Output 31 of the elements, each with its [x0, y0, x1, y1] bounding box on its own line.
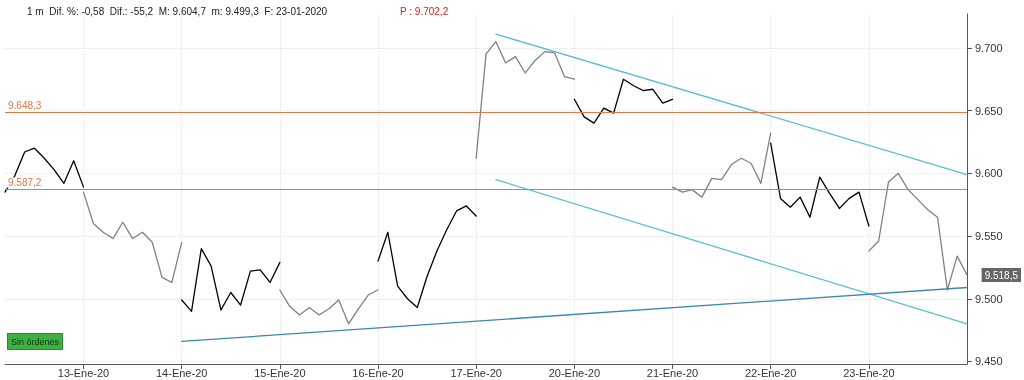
- x-tick-label: 20-Ene-20: [548, 366, 601, 379]
- y-tick-label: 9.550: [975, 230, 1003, 243]
- annotation: Sin órdenes: [11, 336, 60, 347]
- y-tick-label: 9.600: [975, 167, 1003, 180]
- line-series: [671, 132, 772, 198]
- ref-line-label: 9.587,2: [8, 176, 42, 188]
- x-tick-label: 22-Ene-20: [744, 366, 797, 379]
- line-series: [82, 191, 183, 284]
- y-tick-label: 9.500: [975, 292, 1003, 305]
- x-tick-label: 13-Ene-20: [57, 366, 110, 379]
- line-series: [868, 172, 968, 291]
- line-series: [4, 147, 85, 193]
- line-series: [770, 142, 870, 227]
- line-series: [475, 40, 575, 159]
- line-series: [573, 78, 674, 124]
- line-series: [377, 205, 477, 309]
- x-tick-label: 21-Ene-20: [646, 366, 699, 379]
- ref-line-label: 9.648,3: [8, 100, 42, 112]
- x-tick-label: 17-Ene-20: [450, 366, 502, 379]
- y-tick-label: 9.650: [975, 104, 1003, 117]
- line-series: [279, 289, 379, 325]
- x-tick-label: 15-Ene-20: [254, 366, 306, 379]
- x-tick-label: 23-Ene-20: [843, 366, 895, 379]
- y-tick-label: 9.450: [975, 355, 1003, 368]
- chart-subtitle: P : 9.702,2: [400, 5, 449, 17]
- line-series: [181, 247, 281, 312]
- y-tick-label: 9.700: [975, 41, 1003, 54]
- chart-title: 1 m Dif. %: -0,58 Dif.: -55,2 M: 9.604,7 m: 9.499,3 F: 23-01-2020: [27, 5, 328, 17]
- x-tick-label: 14-Ene-20: [156, 366, 208, 379]
- x-tick-label: 16-Ene-20: [352, 366, 404, 379]
- text: 9.518,5: [984, 269, 1019, 281]
